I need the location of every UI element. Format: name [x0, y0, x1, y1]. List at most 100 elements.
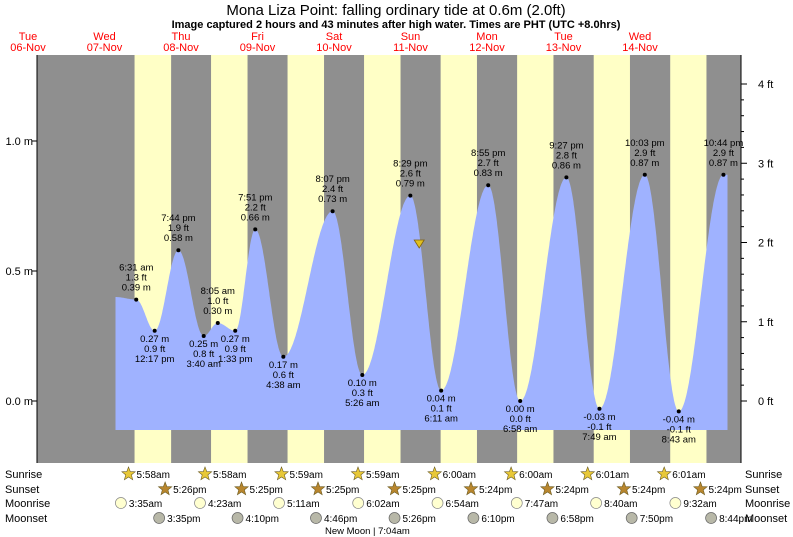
- tide-label-line: 6:58 am: [503, 424, 537, 435]
- tide-point: [597, 406, 602, 411]
- date-label: 13-Nov: [546, 42, 582, 54]
- tide-label-line: 0.3 ft: [352, 388, 373, 399]
- tide-label-line: 2.9 ft: [713, 148, 734, 159]
- tide-label-line: 8:29 pm: [393, 159, 427, 170]
- tide-label-line: 0.9 ft: [225, 344, 246, 355]
- high-tide-label: 10:44 pm2.9 ft0.87 m: [704, 138, 744, 169]
- sunset-icon: [310, 481, 326, 496]
- tide-point: [152, 328, 157, 333]
- water-area: [115, 174, 728, 430]
- tide-label-line: 0.25 m: [189, 339, 218, 350]
- low-tide-label: 0.04 m0.1 ft6:11 am: [424, 394, 458, 425]
- sunset-time: 5:24pm: [632, 485, 665, 496]
- moonrise-icon: [115, 497, 127, 509]
- tide-point: [134, 297, 139, 302]
- left-tick-label: 0.0 m: [5, 396, 33, 408]
- moonrise-icon: [273, 497, 285, 509]
- moonrise-icon: [431, 497, 444, 509]
- right-tick-label: 1 ft: [758, 317, 773, 329]
- tide-point: [360, 373, 365, 377]
- date-label: 12-Nov: [469, 42, 505, 54]
- date-row: Tue06-NovWed07-NovThu08-NovFri09-NovSat1…: [10, 31, 658, 54]
- tide-label-line: 0.30 m: [203, 306, 232, 317]
- low-tide-label: -0.03 m-0.1 ft7:49 am: [582, 412, 616, 443]
- sunrise-icon: [274, 466, 290, 481]
- tide-label-line: 0.9 ft: [144, 344, 165, 355]
- sunrise-time: 6:00am: [519, 470, 552, 481]
- tide-point: [215, 321, 220, 325]
- moonset-time: 4:46pm: [324, 514, 357, 525]
- moon-phase-label: New Moon | 7:04am: [325, 526, 410, 537]
- date-day-label: Wed: [629, 31, 651, 43]
- tide-point: [518, 399, 523, 403]
- sunrise-icon: [503, 466, 519, 481]
- moonset-icon: [467, 512, 480, 524]
- tide-label-line: 0.87 m: [630, 158, 659, 169]
- moonset-icon: [625, 512, 638, 524]
- moonrise-icon: [194, 497, 206, 509]
- moonset-icon: [546, 512, 559, 524]
- moonrise-time: 5:11am: [287, 499, 320, 510]
- tide-label-line: 1:33 pm: [218, 354, 252, 365]
- astro-rows: Sunrise Sunrise Sunset Sunset Moonrise Moonri…: [5, 466, 790, 537]
- tide-label-line: 5:26 am: [345, 398, 379, 409]
- right-tick-label: 3 ft: [758, 158, 773, 170]
- tide-label-line: 12:17 pm: [135, 354, 175, 365]
- tide-label-line: 0.1 ft: [431, 404, 452, 415]
- sunrise-icon: [121, 466, 137, 481]
- tide-label-line: 2.8 ft: [556, 150, 577, 161]
- tide-label-line: 8:55 pm: [471, 148, 505, 159]
- left-tick-label: 1.0 m: [5, 136, 33, 148]
- sunset-icon: [387, 481, 403, 496]
- tide-label-line: 0.0 ft: [510, 414, 531, 425]
- date-label: 09-Nov: [240, 42, 276, 54]
- tide-point: [408, 193, 413, 198]
- right-tick-label: 0 ft: [758, 396, 773, 408]
- sunset-icon: [463, 481, 479, 496]
- sunset-time: 5:25pm: [403, 485, 436, 496]
- tide-point: [201, 334, 206, 338]
- chart-title: Mona Liza Point: falling ordinary tide a…: [226, 2, 565, 19]
- tide-label-line: 10:03 pm: [625, 138, 665, 149]
- low-tide-label: 0.27 m0.9 ft1:33 pm: [218, 334, 252, 365]
- moonrise-time: 8:40am: [604, 499, 637, 510]
- moonrise-time: 6:54am: [446, 499, 479, 510]
- moonset-time: 5:26pm: [403, 514, 436, 525]
- date-day-label: Wed: [93, 31, 115, 43]
- moonset-time: 6:10pm: [481, 514, 514, 525]
- tide-label-line: 0.04 m: [427, 394, 456, 405]
- tide-label-line: 6:31 am: [119, 263, 153, 274]
- sunrise-time: 5:58am: [213, 470, 246, 481]
- sunset-icon: [539, 481, 555, 496]
- tide-point: [330, 209, 335, 214]
- high-tide-label: 8:05 am1.0 ft0.30 m: [201, 286, 235, 317]
- high-tide-label: 10:03 pm2.9 ft0.87 m: [625, 138, 665, 169]
- sunrise-icon: [427, 466, 443, 481]
- tide-label-line: 2.4 ft: [322, 184, 343, 195]
- sunrise-icon: [580, 466, 596, 481]
- date-day-label: Sat: [326, 31, 343, 43]
- row-label-right: Moonset: [745, 513, 787, 525]
- moonrise-icon: [669, 497, 682, 509]
- sunset-time: 5:25pm: [326, 485, 359, 496]
- moonrise-icon: [510, 497, 523, 509]
- tide-label-line: 7:51 pm: [238, 192, 272, 203]
- high-tide-label: 8:55 pm2.7 ft0.83 m: [471, 148, 505, 179]
- tide-label-line: 7:44 pm: [161, 213, 195, 224]
- high-tide-label: 9:27 pm2.8 ft0.86 m: [549, 140, 583, 171]
- date-label: 08-Nov: [163, 42, 199, 54]
- tide-curve: [115, 174, 728, 430]
- tide-label-line: 0.58 m: [164, 233, 193, 244]
- moonset-icon: [705, 512, 717, 524]
- left-tick-label: 0.5 m: [5, 266, 33, 278]
- sunrise-icon: [656, 466, 672, 481]
- tide-label-line: 0.6 ft: [273, 370, 294, 381]
- row-label-left: Moonset: [5, 513, 47, 525]
- tide-label-line: 0.79 m: [396, 179, 425, 190]
- tide-point: [564, 175, 569, 180]
- sunset-icon: [692, 481, 708, 496]
- tide-label-line: 1.9 ft: [168, 223, 189, 234]
- tide-point: [642, 172, 647, 177]
- tide-point: [281, 354, 286, 359]
- date-day-label: Tue: [554, 31, 573, 43]
